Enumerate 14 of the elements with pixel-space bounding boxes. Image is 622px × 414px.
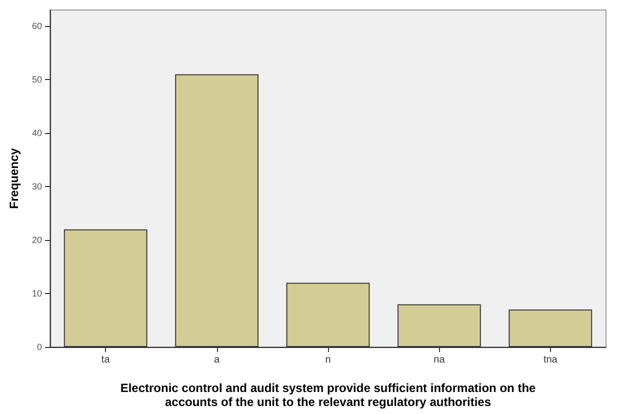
y-tick-label: 20 <box>32 235 42 246</box>
x-tick-label: n <box>325 354 331 366</box>
x-axis-title: Electronic control and audit system provide sufficient information on the accounts of the unit to the relevant regulatory authorities <box>120 381 536 409</box>
y-tick-label: 40 <box>32 128 42 138</box>
y-tick-label: 60 <box>32 21 42 32</box>
y-tick-label: 30 <box>32 182 42 192</box>
y-tick-label: 0 <box>36 342 42 352</box>
x-tick-label: a <box>214 354 220 366</box>
x-tick-label: ta <box>101 354 110 366</box>
x-tick-label: tna <box>543 354 558 366</box>
y-axis-title: Frequency <box>7 148 21 209</box>
y-tick-label: 10 <box>32 288 42 299</box>
x-tick-label: na <box>434 354 446 366</box>
y-tick-label: 50 <box>32 74 42 85</box>
